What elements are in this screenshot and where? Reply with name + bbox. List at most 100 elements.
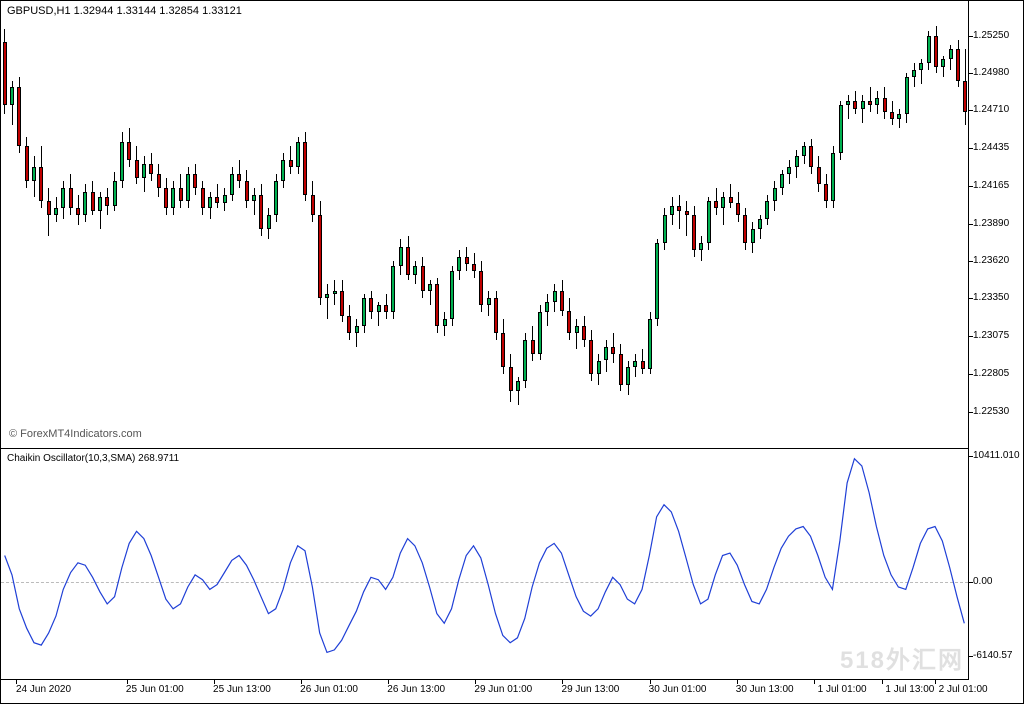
candle-body xyxy=(223,195,227,203)
candle-wick xyxy=(870,87,871,112)
candle-body xyxy=(604,347,608,361)
candle-body xyxy=(890,112,894,119)
candle-body xyxy=(619,354,623,386)
candle-body xyxy=(61,188,65,209)
candle-body xyxy=(765,201,769,219)
candle-body xyxy=(318,215,322,298)
candle-body xyxy=(721,197,725,208)
candle-body xyxy=(575,326,579,333)
candle-body xyxy=(919,63,923,70)
candle-body xyxy=(362,298,366,326)
candle-body xyxy=(413,266,417,274)
candle-wick xyxy=(217,184,218,209)
candle-body xyxy=(809,146,813,167)
candle-body xyxy=(105,197,109,205)
candle-wick xyxy=(862,95,863,123)
candle-body xyxy=(391,266,395,312)
candle-body xyxy=(685,211,689,215)
candle-body xyxy=(853,101,857,109)
candle-body xyxy=(509,367,513,391)
candle-body xyxy=(259,195,263,230)
candle-body xyxy=(457,257,461,271)
price-chart-panel[interactable]: GBPUSD,H1 1.32944 1.33144 1.32854 1.3312… xyxy=(1,1,969,449)
time-tick-label: 29 Jun 01:00 xyxy=(474,684,532,695)
candle-body xyxy=(69,188,73,209)
price-tick-label: 1.24165 xyxy=(973,180,1009,191)
candle-body xyxy=(912,70,916,77)
candle-body xyxy=(333,291,337,294)
candle-body xyxy=(245,181,249,202)
time-tick-label: 2 Jul 01:00 xyxy=(939,684,988,695)
candle-wick xyxy=(730,184,731,209)
candle-body xyxy=(941,59,945,67)
candle-body xyxy=(641,361,645,369)
candle-body xyxy=(648,319,652,369)
candle-body xyxy=(560,291,564,310)
candle-body xyxy=(956,49,960,81)
candle-body xyxy=(538,312,542,353)
candle-body xyxy=(369,298,373,312)
price-tick-label: 1.23350 xyxy=(973,292,1009,303)
candle-body xyxy=(567,311,571,333)
price-tick-label: 1.23890 xyxy=(973,218,1009,229)
candle-body xyxy=(289,160,293,167)
candle-wick xyxy=(899,109,900,128)
candle-body xyxy=(817,167,821,184)
candle-body xyxy=(428,284,432,291)
price-tick-label: 1.22805 xyxy=(973,368,1009,379)
candle-body xyxy=(883,98,887,112)
candle-body xyxy=(523,340,527,381)
time-x-axis: 24 Jun 202025 Jun 01:0025 Jun 13:0026 Ju… xyxy=(1,679,969,705)
candle-wick xyxy=(679,195,680,230)
candle-body xyxy=(787,167,791,174)
candle-body xyxy=(355,326,359,333)
candle-wick xyxy=(327,284,328,319)
candle-body xyxy=(76,208,80,215)
time-tick-label: 1 Jul 01:00 xyxy=(818,684,867,695)
candle-body xyxy=(839,105,843,153)
candle-body xyxy=(655,243,659,319)
candle-body xyxy=(501,333,505,368)
oscillator-title: Chaikin Oscillator(10,3,SMA) 268.9711 xyxy=(7,453,179,464)
candle-body xyxy=(934,36,938,68)
candle-body xyxy=(868,101,872,105)
candle-body xyxy=(171,188,175,209)
candle-body xyxy=(494,298,498,333)
candle-body xyxy=(963,81,967,111)
candle-body xyxy=(91,192,95,211)
candle-body xyxy=(861,101,865,109)
candle-body xyxy=(325,294,329,298)
candle-body xyxy=(384,305,388,312)
candle-body xyxy=(135,160,139,178)
candle-body xyxy=(32,167,36,181)
candle-body xyxy=(736,203,740,215)
price-tick-label: 1.25250 xyxy=(973,30,1009,41)
candle-body xyxy=(47,201,51,215)
candle-body xyxy=(179,188,183,202)
price-tick-label: 1.23075 xyxy=(973,330,1009,341)
candle-wick xyxy=(848,95,849,119)
chart-title: GBPUSD,H1 1.32944 1.33144 1.32854 1.3312… xyxy=(7,5,242,17)
candle-body xyxy=(531,340,535,354)
candle-body xyxy=(949,49,953,59)
site-watermark: 518外汇网 xyxy=(840,640,964,675)
candle-body xyxy=(215,197,219,203)
candle-body xyxy=(25,146,29,181)
candle-body xyxy=(516,381,520,391)
oscillator-y-axis: 10411.0100.00-6140.57 xyxy=(969,449,1024,679)
candle-body xyxy=(274,181,278,216)
candle-wick xyxy=(686,201,687,236)
oscillator-panel[interactable]: Chaikin Oscillator(10,3,SMA) 268.9711 51… xyxy=(1,449,969,679)
candle-body xyxy=(435,284,439,325)
candle-body xyxy=(267,215,271,229)
candle-body xyxy=(39,167,43,202)
candle-body xyxy=(553,291,557,302)
candle-body xyxy=(677,206,681,212)
chart-container: GBPUSD,H1 1.32944 1.33144 1.32854 1.3312… xyxy=(0,0,1024,704)
candle-body xyxy=(479,271,483,306)
candle-body xyxy=(487,298,491,305)
price-tick-label: 1.24435 xyxy=(973,142,1009,153)
time-tick-label: 25 Jun 01:00 xyxy=(126,684,184,695)
candle-body xyxy=(707,201,711,242)
candle-body xyxy=(597,361,601,375)
